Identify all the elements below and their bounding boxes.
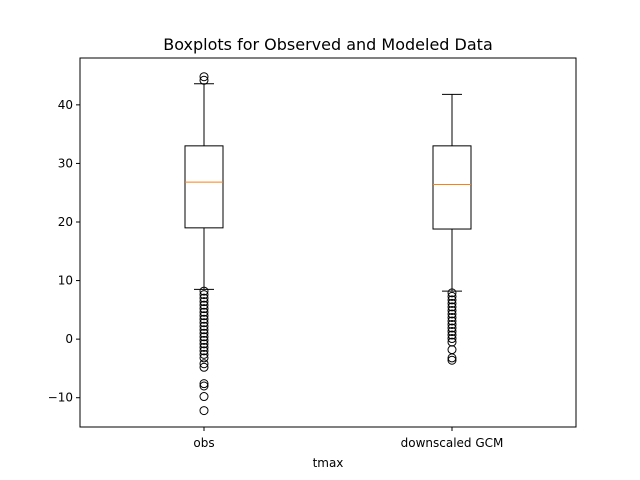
- flier-point: [447, 312, 457, 322]
- flier-point: [199, 297, 209, 307]
- flier-point: [199, 406, 209, 416]
- flier-point: [199, 339, 209, 349]
- flier-point: [199, 335, 209, 345]
- y-tick-label: 0: [65, 332, 73, 346]
- axes-frame: [79, 57, 577, 428]
- flier-point: [447, 355, 457, 365]
- flier-point: [199, 311, 209, 321]
- flier-point: [199, 346, 209, 356]
- flier-point: [447, 345, 457, 355]
- y-tick-label: 20: [58, 215, 73, 229]
- flier-point: [447, 295, 457, 305]
- flier-point: [199, 392, 209, 402]
- box: [184, 145, 224, 229]
- flier-point: [447, 320, 457, 329]
- flier-point: [199, 318, 209, 328]
- y-tick-label: 10: [58, 274, 73, 288]
- flier-point: [199, 72, 209, 82]
- flier-point: [447, 316, 457, 326]
- flier-point: [199, 332, 209, 342]
- flier-point: [199, 349, 209, 359]
- y-tick-label: 30: [58, 156, 73, 170]
- flier-point: [199, 314, 209, 324]
- flier-point: [199, 321, 209, 331]
- flier-point: [447, 323, 457, 333]
- y-tick-label: 40: [58, 98, 73, 112]
- flier-point: [447, 305, 457, 315]
- flier-point: [199, 353, 209, 363]
- flier-point: [199, 359, 209, 369]
- flier-point: [199, 328, 209, 338]
- x-tick-label: obs: [193, 436, 214, 450]
- flier-point: [447, 353, 457, 363]
- flier-point: [447, 309, 457, 319]
- flier-point: [447, 288, 457, 298]
- flier-point: [199, 75, 209, 85]
- flier-point: [199, 362, 209, 372]
- box: [432, 145, 472, 230]
- chart-title: Boxplots for Observed and Modeled Data: [163, 35, 493, 54]
- flier-point: [199, 325, 209, 335]
- flier-point: [199, 307, 209, 317]
- flier-point: [199, 381, 209, 391]
- plot-area: −10 0 10 20 30 40 obs downscaled GCM: [48, 72, 504, 450]
- flier-point: [447, 330, 457, 340]
- x-axis-label: tmax: [313, 456, 344, 470]
- flier-point: [199, 286, 209, 296]
- y-tick-label: −10: [48, 391, 73, 405]
- flier-point: [447, 327, 457, 337]
- flier-point: [199, 342, 209, 352]
- flier-point: [199, 293, 209, 303]
- flier-point: [447, 298, 457, 308]
- flier-point: [447, 302, 457, 312]
- flier-point: [199, 300, 209, 310]
- flier-point: [447, 334, 457, 344]
- flier-point: [447, 291, 457, 301]
- flier-point: [199, 304, 209, 314]
- x-tick-label: downscaled GCM: [401, 436, 504, 450]
- flier-point: [199, 379, 209, 389]
- flier-point: [199, 290, 209, 300]
